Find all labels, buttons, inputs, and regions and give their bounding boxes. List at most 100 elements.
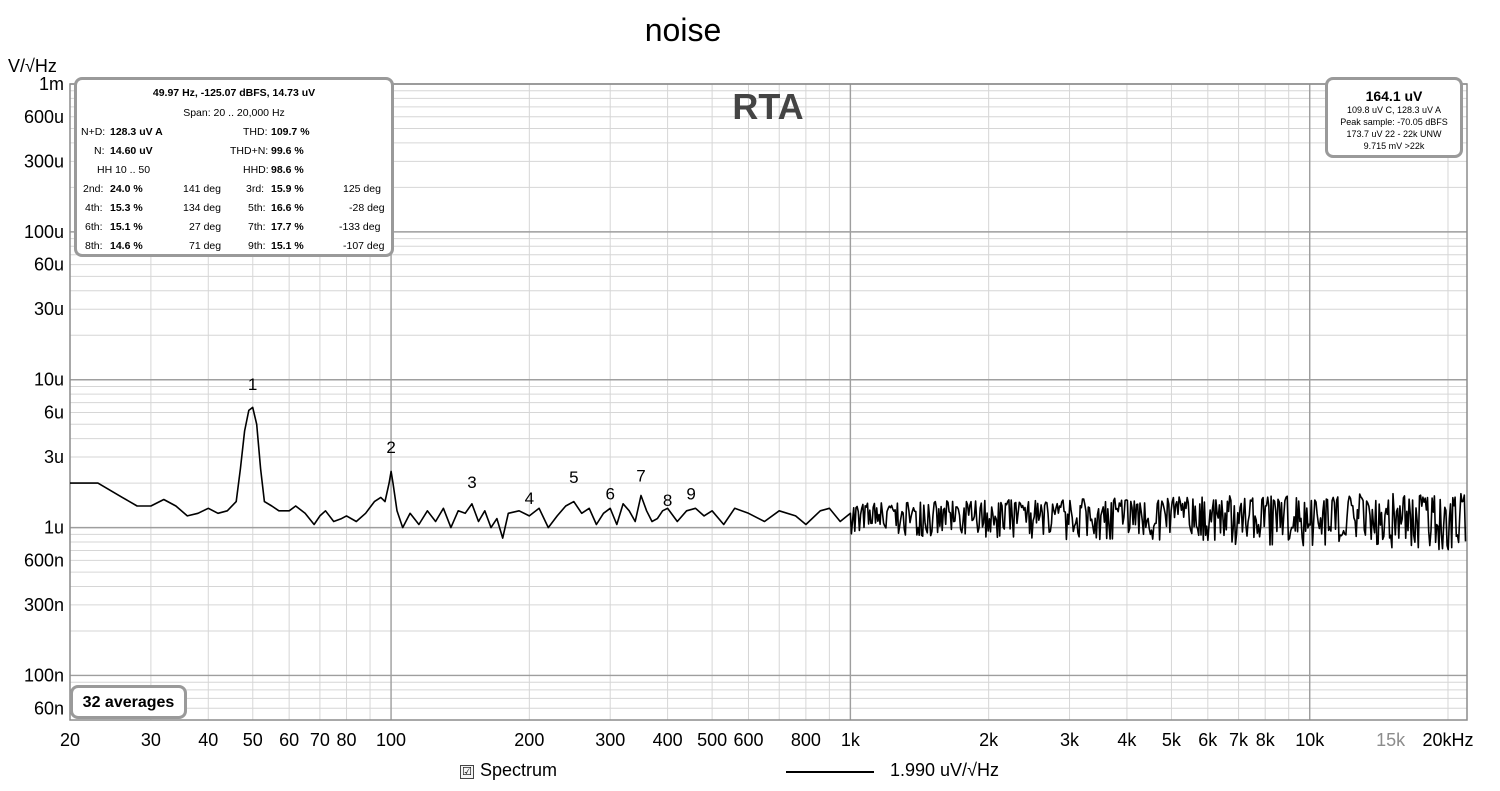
nd-value: 128.3 uV A (110, 126, 163, 138)
y-tick-label: 1u (44, 518, 64, 538)
harmonic-marker-label: 9 (686, 484, 695, 503)
nd-label: N+D: (81, 126, 106, 138)
harmonic-phase: 134 deg (183, 202, 221, 214)
harmonic-label: 8th: (85, 240, 103, 252)
unweighted-value: 173.7 uV 22 - 22k UNW (1346, 129, 1442, 139)
x-tick-label: 200 (514, 730, 544, 750)
harmonic-markers: 1 2 3 4 5 6 78 9 (248, 375, 696, 510)
harmonic-label: 4th: (85, 202, 103, 214)
y-tick-label: 600u (24, 107, 64, 127)
x-tick-label: 2k (979, 730, 999, 750)
harmonic-marker-label: 7 (636, 467, 645, 486)
harmonic-marker-label: 8 (663, 491, 672, 510)
chart-title: noise (644, 12, 722, 48)
y-unit-label: V/√Hz (8, 56, 57, 76)
harmonic-phase: 71 deg (189, 240, 222, 252)
span-readout: Span: 20 .. 20,000 Hz (183, 107, 285, 119)
harmonic-phase: 27 deg (189, 221, 222, 233)
x-tick-label: 20kHz (1422, 730, 1473, 750)
harmonic-marker-label: 6 (605, 484, 614, 503)
hhd-label: HHD: (243, 164, 269, 176)
harmonic-label: 7th: (248, 221, 266, 233)
x-tick-label: 300 (595, 730, 625, 750)
x-tick-label: 50 (243, 730, 263, 750)
rms-level-panel[interactable]: 164.1 uV 109.8 uV C, 128.3 uV A Peak sam… (1325, 77, 1463, 158)
harmonic-phase: 141 deg (183, 183, 221, 195)
harmonic-percent: 15.1 % (110, 221, 143, 233)
hh-label: HH 10 .. 50 (97, 164, 151, 176)
harmonic-percent: 15.1 % (271, 240, 304, 252)
averages-badge[interactable]: 32 averages (70, 685, 187, 719)
y-tick-label: 30u (34, 299, 64, 319)
thdn-value: 99.6 % (271, 145, 304, 157)
y-tick-label: 300u (24, 151, 64, 171)
n-value: 14.60 uV (110, 145, 153, 157)
x-tick-label: 20 (60, 730, 80, 750)
y-tick-label: 100u (24, 222, 64, 242)
rms-main-value: 164.1 uV (1365, 88, 1423, 104)
legend-entry[interactable]: ☑ Spectrum (460, 760, 557, 781)
x-tick-label: 8k (1256, 730, 1276, 750)
harmonic-phase: -28 deg (349, 202, 385, 214)
y-tick-label: 60n (34, 698, 64, 718)
plot-frame (69, 83, 1468, 721)
x-tick-label: 15k (1376, 730, 1406, 750)
thdn-label: THD+N: (230, 145, 269, 157)
y-tick-label: 300n (24, 595, 64, 615)
harmonic-percent: 15.3 % (110, 202, 143, 214)
legend-series-value: 1.990 uV/√Hz (890, 760, 999, 780)
x-tick-label: 6k (1198, 730, 1218, 750)
cursor-readout: 49.97 Hz, -125.07 dBFS, 14.73 uV (152, 87, 316, 99)
harmonic-percent: 17.7 % (271, 221, 304, 233)
harmonic-marker-label: 1 (248, 375, 257, 394)
x-tick-label: 60 (279, 730, 299, 750)
harmonic-label: 9th: (248, 240, 266, 252)
x-tick-label: 10k (1295, 730, 1325, 750)
y-tick-label: 600n (24, 550, 64, 570)
y-tick-label: 60u (34, 255, 64, 275)
harmonic-label: 5th: (248, 202, 266, 214)
harmonic-percent: 16.6 % (271, 202, 304, 214)
x-tick-label: 600 (733, 730, 763, 750)
x-tick-label: 30 (141, 730, 161, 750)
distortion-stats-panel[interactable]: 49.97 Hz, -125.07 dBFS, 14.73 uV Span: 2… (74, 77, 394, 257)
peak-sample-value: Peak sample: -70.05 dBFS (1340, 117, 1448, 127)
x-axis-ticks: 20 30 40 50 60 70 80 100 200 300 400 500 600 800 1k 2k 3… (60, 730, 1474, 750)
y-tick-label: 3u (44, 447, 64, 467)
y-tick-label: 100n (24, 665, 64, 685)
thd-label: THD: (243, 126, 268, 138)
y-axis-ticks: 1m 600u 300u 100u 60u 30u 10u 6u 3u 1u 600n 300n 100… (24, 74, 64, 718)
x-tick-label: 400 (653, 730, 683, 750)
graph-type-label: RTA (732, 86, 803, 127)
n-label: N: (94, 145, 105, 157)
x-tick-label: 7k (1229, 730, 1249, 750)
harmonic-label: 2nd: (83, 183, 104, 195)
x-tick-label: 70 (310, 730, 330, 750)
hhd-value: 98.6 % (271, 164, 304, 176)
x-tick-label: 3k (1060, 730, 1080, 750)
x-tick-label: 100 (376, 730, 406, 750)
x-tick-label: 1k (841, 730, 861, 750)
harmonic-phase: -133 deg (339, 221, 381, 233)
x-tick-label: 40 (198, 730, 218, 750)
rms-weighted-values: 109.8 uV C, 128.3 uV A (1346, 105, 1442, 115)
spectrum-trace (70, 406, 1467, 551)
above-22k-value: 9.715 mV >22k (1363, 141, 1425, 151)
y-tick-label: 1m (39, 74, 64, 94)
harmonic-marker-label: 2 (386, 438, 395, 457)
spectrum-line (70, 406, 1467, 551)
thd-value: 109.7 % (271, 126, 310, 138)
harmonic-percent: 24.0 % (110, 183, 143, 195)
legend-series-name: Spectrum (480, 760, 558, 780)
checkbox-icon[interactable]: ☑ (460, 765, 474, 779)
harmonic-marker-label: 3 (467, 473, 476, 492)
harmonic-percent: 14.6 % (110, 240, 143, 252)
x-tick-label: 500 (697, 730, 727, 750)
y-tick-label: 6u (44, 403, 64, 423)
harmonic-percent: 15.9 % (271, 183, 304, 195)
x-tick-label: 80 (337, 730, 357, 750)
x-tick-label: 4k (1117, 730, 1137, 750)
y-tick-label: 10u (34, 370, 64, 390)
legend-line-swatch (786, 771, 874, 773)
